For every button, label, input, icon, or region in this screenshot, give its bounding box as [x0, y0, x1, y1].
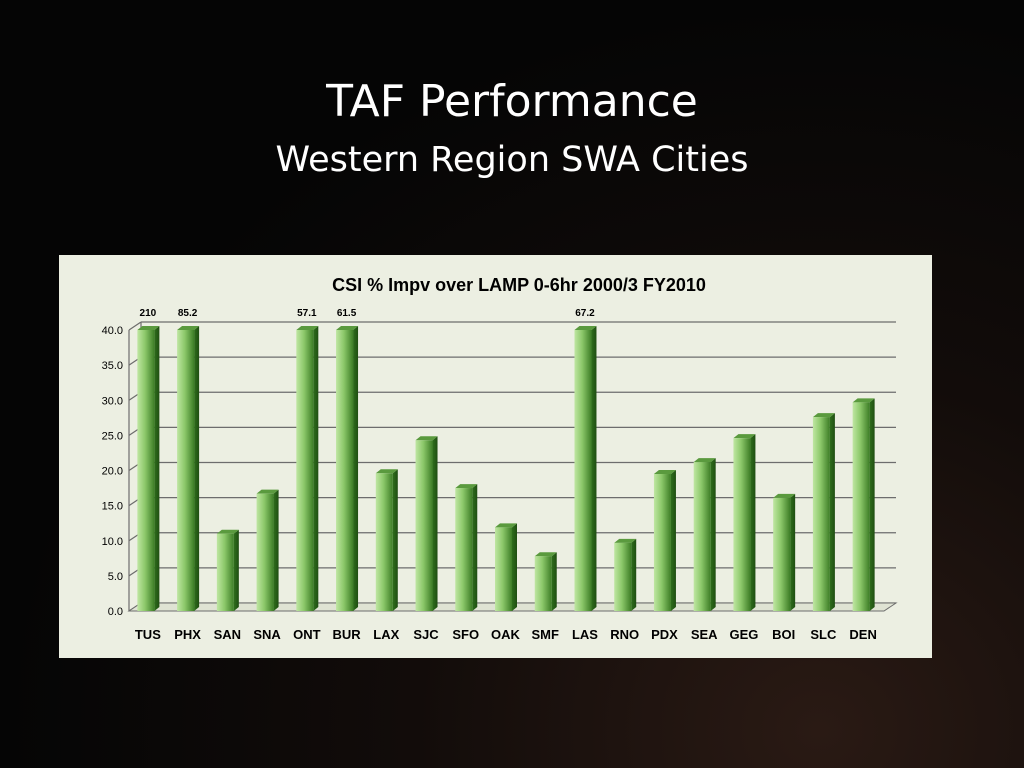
bar-side	[233, 529, 239, 611]
bar-top	[653, 470, 676, 475]
bar-side	[829, 413, 835, 611]
slide-subtitle: Western Region SWA Cities	[275, 140, 749, 180]
y-tick-label: 10.0	[102, 536, 123, 548]
bar-side	[273, 489, 279, 611]
data-label: 57.1	[297, 308, 317, 319]
y-tick-label: 25.0	[102, 430, 123, 442]
bar-den	[852, 402, 870, 611]
bar-side	[432, 436, 438, 611]
y-tick-label: 40.0	[102, 325, 123, 337]
bar-pdx	[653, 474, 671, 611]
y-tick-label: 35.0	[102, 360, 123, 372]
bar-tus	[137, 330, 155, 611]
bar-slc	[812, 417, 830, 611]
y-tick-label: 15.0	[102, 501, 123, 513]
bar-ont	[296, 330, 314, 611]
x-tick-label: PDX	[651, 627, 678, 642]
y-tick-label: 30.0	[102, 395, 123, 407]
bar-top	[415, 436, 438, 441]
x-tick-label: GEG	[729, 627, 758, 642]
x-tick-label: DEN	[849, 627, 876, 642]
bar-rno	[614, 542, 632, 611]
x-tick-label: PHX	[174, 627, 201, 642]
x-tick-label: BUR	[332, 627, 361, 642]
bar-top	[693, 458, 716, 463]
x-tick-label: SLC	[810, 627, 837, 642]
data-label: 210	[140, 308, 157, 319]
bar-oak	[495, 527, 512, 611]
bar-boi	[773, 497, 791, 611]
bar-top	[256, 489, 279, 494]
bar-smf	[534, 556, 552, 611]
bar-side	[353, 326, 359, 611]
x-tick-label: TUS	[135, 627, 161, 642]
x-tick-label: LAS	[572, 627, 598, 642]
bar-las	[574, 330, 592, 611]
x-tick-label: ONT	[293, 627, 321, 642]
bar-top	[216, 529, 239, 534]
bar-top	[733, 434, 756, 439]
bar-side	[670, 470, 676, 611]
bar-side	[154, 326, 160, 611]
bar-top	[614, 538, 637, 543]
x-tick-label: SEA	[691, 627, 718, 642]
bar-side	[790, 493, 796, 611]
bar-sjc	[415, 440, 433, 611]
bar-side	[869, 398, 875, 611]
bar-side	[750, 434, 756, 611]
x-tick-label: OAK	[491, 627, 521, 642]
bar-chart: CSI % Impv over LAMP 0-6hr 2000/3 FY2010…	[102, 275, 898, 642]
bar-san	[216, 533, 234, 611]
bar-top	[137, 326, 160, 330]
bar-top	[574, 326, 597, 330]
x-tick-label: SAN	[214, 627, 241, 642]
x-tick-label: BOI	[772, 627, 795, 642]
bar-side	[194, 326, 200, 611]
slide-title: TAF Performance	[326, 76, 698, 127]
bar-top	[812, 413, 835, 418]
x-tick-label: SJC	[413, 627, 439, 642]
bar-lax	[375, 473, 393, 611]
bar-bur	[336, 330, 354, 611]
data-label: 61.5	[337, 308, 357, 319]
gridline-depth	[128, 321, 142, 331]
x-tick-label: SNA	[253, 627, 281, 642]
bar-top	[296, 326, 319, 330]
y-tick-label: 5.0	[108, 571, 123, 583]
bar-top	[534, 552, 557, 557]
data-label: 67.2	[575, 308, 595, 319]
chart-title: CSI % Impv over LAMP 0-6hr 2000/3 FY2010	[332, 275, 706, 295]
bar-sea	[693, 462, 711, 611]
bar-top	[177, 326, 200, 330]
bar-top	[375, 469, 398, 474]
bar-sfo	[455, 488, 473, 611]
bar-top	[495, 523, 517, 528]
chart-panel: CSI % Impv over LAMP 0-6hr 2000/3 FY2010…	[59, 255, 932, 658]
bar-side	[472, 484, 478, 611]
bar-side	[591, 326, 597, 611]
x-tick-label: SMF	[532, 627, 560, 642]
bar-side	[512, 523, 517, 611]
bar-side	[551, 552, 557, 611]
y-tick-label: 20.0	[102, 466, 123, 478]
bar-side	[313, 326, 319, 611]
bar-geg	[733, 438, 751, 611]
bar-phx	[177, 330, 195, 611]
bar-sna	[256, 493, 274, 611]
bar-side	[631, 538, 637, 611]
bar-top	[336, 326, 359, 330]
bar-side	[710, 458, 716, 611]
x-tick-label: SFO	[452, 627, 479, 642]
data-label: 85.2	[178, 308, 198, 319]
y-tick-label: 0.0	[108, 606, 123, 618]
bar-top	[773, 493, 796, 498]
bar-top	[852, 398, 875, 403]
bar-top	[455, 484, 478, 489]
x-tick-label: RNO	[610, 627, 639, 642]
x-tick-label: LAX	[373, 627, 399, 642]
bar-side	[392, 469, 398, 611]
